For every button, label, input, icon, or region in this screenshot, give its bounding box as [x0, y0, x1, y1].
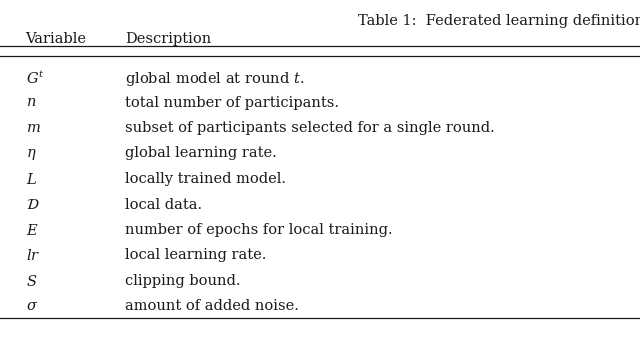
- Text: amount of added noise.: amount of added noise.: [125, 300, 299, 313]
- Text: subset of participants selected for a single round.: subset of participants selected for a si…: [125, 121, 495, 135]
- Text: global model at round $t$.: global model at round $t$.: [125, 70, 304, 88]
- Text: $\eta$: $\eta$: [26, 147, 36, 162]
- Text: $lr$: $lr$: [26, 249, 40, 264]
- Text: $G^t$: $G^t$: [26, 70, 45, 87]
- Text: $S$: $S$: [26, 274, 37, 289]
- Text: Table 1:  Federated learning definitions.: Table 1: Federated learning definitions.: [358, 14, 640, 28]
- Text: local learning rate.: local learning rate.: [125, 249, 266, 262]
- Text: total number of participants.: total number of participants.: [125, 96, 339, 109]
- Text: $E$: $E$: [26, 223, 38, 238]
- Text: local data.: local data.: [125, 198, 202, 211]
- Text: $\mathcal{D}$: $\mathcal{D}$: [26, 198, 39, 211]
- Text: $L$: $L$: [26, 172, 36, 187]
- Text: Description: Description: [125, 32, 211, 46]
- Text: $\sigma$: $\sigma$: [26, 300, 38, 313]
- Text: locally trained model.: locally trained model.: [125, 172, 286, 186]
- Text: global learning rate.: global learning rate.: [125, 147, 276, 160]
- Text: number of epochs for local training.: number of epochs for local training.: [125, 223, 392, 237]
- Text: clipping bound.: clipping bound.: [125, 274, 240, 288]
- Text: Variable: Variable: [26, 32, 86, 46]
- Text: $n$: $n$: [26, 96, 36, 109]
- Text: $m$: $m$: [26, 121, 40, 135]
